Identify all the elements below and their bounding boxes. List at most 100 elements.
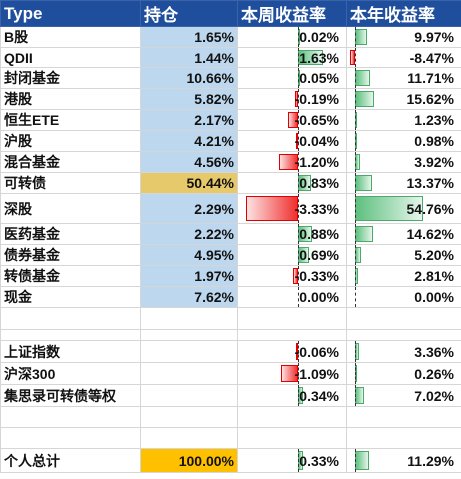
empty-cell[interactable] [346,427,461,449]
empty-cell[interactable] [237,329,347,341]
row-type[interactable]: 债券基金 [0,244,141,266]
total-year-return[interactable]: 11.29% [346,448,461,473]
zero-axis [355,110,356,130]
header-type[interactable]: Type [0,0,141,27]
row-type[interactable]: QDII [0,47,141,68]
empty-cell[interactable] [0,307,141,330]
row-week-return[interactable]: -0.19% [237,88,347,110]
empty-cell[interactable] [237,307,347,330]
empty-cell[interactable] [0,427,141,449]
row-week-return[interactable]: 0.05% [237,67,347,89]
row-year-return[interactable]: 11.71% [346,67,461,89]
empty-cell[interactable] [237,427,347,449]
zero-axis [298,48,299,67]
row-week-return[interactable]: 0.69% [237,244,347,266]
index-row: 沪深300 -1.09% 0.26% [0,362,461,385]
index-week-return[interactable]: 0.34% [237,384,347,407]
index-name[interactable]: 沪深300 [0,362,141,385]
row-type[interactable]: 可转债 [0,172,141,194]
header-holding[interactable]: 持仓 [140,0,238,27]
row-week-return[interactable]: 0.88% [237,223,347,245]
row-week-return[interactable]: -1.20% [237,151,347,173]
index-year-return[interactable]: 3.36% [346,340,461,363]
positive-bar [355,29,368,45]
row-type[interactable]: 现金 [0,286,141,308]
row-year-return[interactable]: 54.76% [346,193,461,224]
row-holding[interactable]: 4.95% [140,244,238,266]
row-week-return-wrap: -3.33% [241,194,343,223]
row-year-return[interactable]: 9.97% [346,26,461,48]
total-holding[interactable]: 100.00% [140,448,238,473]
empty-cell[interactable] [346,406,461,428]
row-year-return[interactable]: 0.00% [346,286,461,308]
empty-cell[interactable] [0,329,141,341]
row-year-return[interactable]: 13.37% [346,172,461,194]
index-holding[interactable] [140,340,238,363]
row-week-return[interactable]: -0.33% [237,265,347,287]
row-type[interactable]: 沪股 [0,130,141,152]
row-type[interactable]: 恒生ETE [0,109,141,131]
index-name[interactable]: 上证指数 [0,340,141,363]
empty-cell[interactable] [140,329,238,341]
empty-cell[interactable] [140,307,238,330]
row-holding[interactable]: 1.44% [140,47,238,68]
empty-cell[interactable] [346,329,461,341]
table-row: 沪股 4.21% -0.04% 0.98% [0,130,461,152]
row-type[interactable]: B股 [0,26,141,48]
total-week-return[interactable]: 0.33% [237,448,347,473]
row-year-return[interactable]: 14.62% [346,223,461,245]
empty-cell[interactable] [140,406,238,428]
row-holding[interactable]: 4.56% [140,151,238,173]
row-week-return[interactable]: 1.63% [237,47,347,68]
row-week-return[interactable]: -0.04% [237,130,347,152]
index-holding[interactable] [140,384,238,407]
row-year-return[interactable]: 3.92% [346,151,461,173]
row-holding[interactable]: 1.65% [140,26,238,48]
empty-cell[interactable] [0,406,141,428]
row-type[interactable]: 转债基金 [0,265,141,287]
empty-cell[interactable] [237,406,347,428]
header-week-return[interactable]: 本周收益率 [237,0,347,27]
row-type[interactable]: 港股 [0,88,141,110]
row-holding[interactable]: 10.66% [140,67,238,89]
row-holding[interactable]: 2.17% [140,109,238,131]
row-type[interactable]: 医药基金 [0,223,141,245]
zero-axis [298,363,299,384]
row-type[interactable]: 混合基金 [0,151,141,173]
empty-cell[interactable] [346,307,461,330]
index-name[interactable]: 集思录可转债等权 [0,384,141,407]
row-type[interactable]: 深股 [0,193,141,224]
table-row: 医药基金 2.22% 0.88% 14.62% [0,223,461,245]
row-year-return[interactable]: 2.81% [346,265,461,287]
row-type[interactable]: 封闭基金 [0,67,141,89]
row-week-return-value: -0.19% [294,91,339,107]
index-year-return[interactable]: 0.26% [346,362,461,385]
row-year-return[interactable]: 5.20% [346,244,461,266]
empty-cell[interactable] [140,427,238,449]
positive-bar [355,387,364,404]
row-week-return[interactable]: 0.02% [237,26,347,48]
row-year-return[interactable]: -8.47% [346,47,461,68]
index-holding[interactable] [140,362,238,385]
row-holding[interactable]: 5.82% [140,88,238,110]
row-holding[interactable]: 2.22% [140,223,238,245]
index-week-return[interactable]: -0.06% [237,340,347,363]
row-week-return[interactable]: -3.33% [237,193,347,224]
index-week-return[interactable]: -1.09% [237,362,347,385]
row-year-return[interactable]: 0.98% [346,130,461,152]
row-year-return[interactable]: 1.23% [346,109,461,131]
total-name[interactable]: 个人总计 [0,448,141,473]
zero-axis [298,341,299,362]
row-holding[interactable]: 7.62% [140,286,238,308]
row-holding[interactable]: 4.21% [140,130,238,152]
row-week-return[interactable]: 0.83% [237,172,347,194]
row-holding[interactable]: 50.44% [140,172,238,194]
row-week-return[interactable]: -0.65% [237,109,347,131]
index-year-return[interactable]: 7.02% [346,384,461,407]
header-year-return[interactable]: 本年收益率 [346,0,461,27]
positive-bar [355,196,423,221]
row-year-return[interactable]: 15.62% [346,88,461,110]
row-week-return[interactable]: 0.00% [237,286,347,308]
row-holding[interactable]: 1.97% [140,265,238,287]
row-holding[interactable]: 2.29% [140,193,238,224]
